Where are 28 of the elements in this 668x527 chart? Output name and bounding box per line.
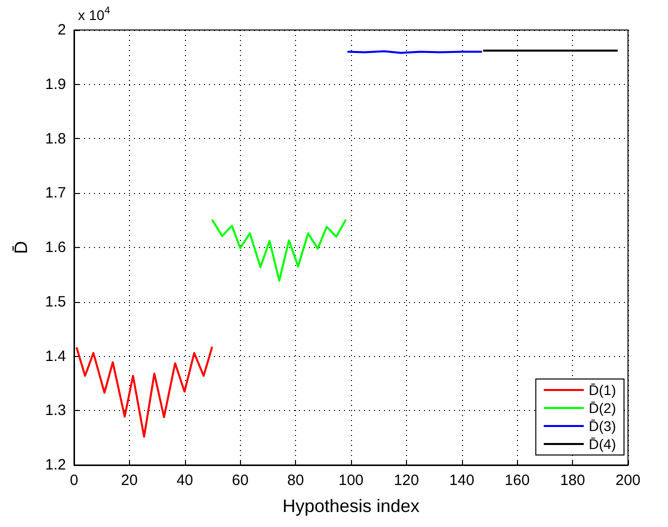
y-tick-label: 1.7 bbox=[45, 184, 66, 202]
y-tick-label: 1.2 bbox=[45, 456, 66, 474]
x-tick-label: 120 bbox=[394, 472, 419, 489]
x-tick-label: 100 bbox=[338, 472, 364, 489]
y-tick-label: 2 bbox=[58, 22, 66, 38]
y-tick-label: 1.3 bbox=[45, 402, 66, 420]
legend-label: D̄(4) bbox=[588, 436, 616, 452]
x-tick-label: 20 bbox=[121, 472, 138, 489]
x-tick-label: 200 bbox=[615, 472, 641, 489]
y-tick-label: 1.5 bbox=[45, 293, 66, 310]
line-series bbox=[212, 219, 346, 282]
y-axis-title: D̄ bbox=[11, 241, 31, 254]
x-tick-label: 0 bbox=[70, 472, 78, 489]
legend-label: D̄(1) bbox=[588, 382, 616, 398]
x-tick-label: 180 bbox=[560, 472, 586, 489]
x-tick-label: 140 bbox=[449, 472, 474, 489]
y-tick-label: 1.8 bbox=[45, 130, 66, 148]
x-tick-label: 160 bbox=[504, 472, 530, 489]
line-series bbox=[76, 346, 213, 438]
y-tick-label: 1.9 bbox=[45, 76, 66, 93]
x-tick-label: 40 bbox=[176, 472, 194, 489]
x-tick-label: 60 bbox=[232, 472, 249, 489]
y-tick-label: 1.6 bbox=[45, 239, 66, 256]
x-axis-title: Hypothesis index bbox=[282, 496, 420, 516]
legend-label: D̄(3) bbox=[588, 418, 616, 434]
x-tick-label: 80 bbox=[287, 472, 304, 489]
y-tick-label: 1.4 bbox=[45, 348, 66, 365]
legend-label: D̄(2) bbox=[588, 400, 616, 416]
